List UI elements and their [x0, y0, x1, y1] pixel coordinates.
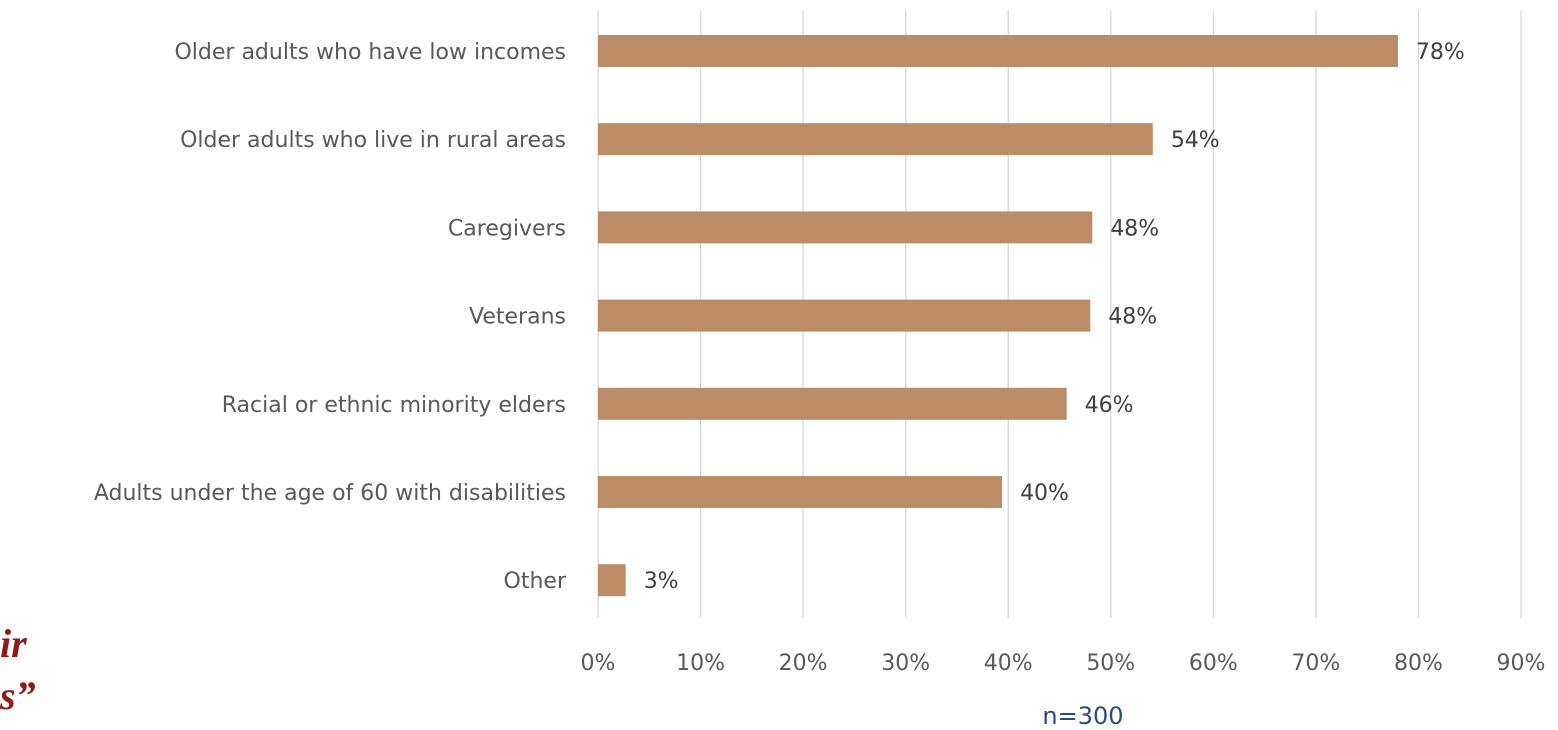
category-label: Caregivers: [448, 216, 566, 241]
bar-layer: [598, 35, 1398, 597]
category-label: Older adults who have low incomes: [174, 40, 566, 65]
x-tick-label: 60%: [1189, 651, 1238, 676]
bar: [598, 211, 1093, 244]
category-label: Older adults who live in rural areas: [180, 128, 566, 153]
category-label: Racial or ethnic minority elders: [222, 393, 566, 418]
cropped-text-fragment: ir: [0, 624, 27, 664]
label-layer: Older adults who have low incomes 78% Olde…: [94, 40, 1465, 594]
x-tick-label: 0%: [581, 651, 616, 676]
bar: [598, 564, 626, 597]
data-label: 78%: [1416, 40, 1465, 65]
x-tick-label: 30%: [881, 651, 930, 676]
category-label: Adults under the age of 60 with disabili…: [94, 481, 566, 506]
x-tick-label: 80%: [1394, 651, 1443, 676]
bar: [598, 35, 1398, 67]
bar: [598, 123, 1153, 156]
x-tick-label: 70%: [1291, 651, 1340, 676]
x-tick-label: 90%: [1497, 651, 1546, 676]
x-tick-label: 20%: [779, 651, 828, 676]
x-tick-label: 10%: [676, 651, 725, 676]
bar: [598, 387, 1067, 420]
cropped-text-fragment: s”: [0, 676, 36, 716]
category-label: Veterans: [469, 305, 566, 330]
tick-layer: 0% 10% 20% 30% 40% 50% 60% 70% 80% 90%: [581, 651, 1546, 676]
data-label: 48%: [1110, 216, 1159, 241]
bar: [598, 476, 1003, 508]
data-label: 46%: [1085, 393, 1134, 418]
category-label: Other: [504, 569, 567, 594]
x-tick-label: 40%: [984, 651, 1033, 676]
bar: [598, 299, 1091, 332]
data-label: 54%: [1171, 128, 1220, 153]
x-tick-label: 50%: [1086, 651, 1135, 676]
data-label: 48%: [1108, 305, 1157, 330]
sample-size-note: n=300: [1042, 702, 1123, 730]
data-label: 3%: [644, 569, 679, 594]
data-label: 40%: [1020, 481, 1069, 506]
